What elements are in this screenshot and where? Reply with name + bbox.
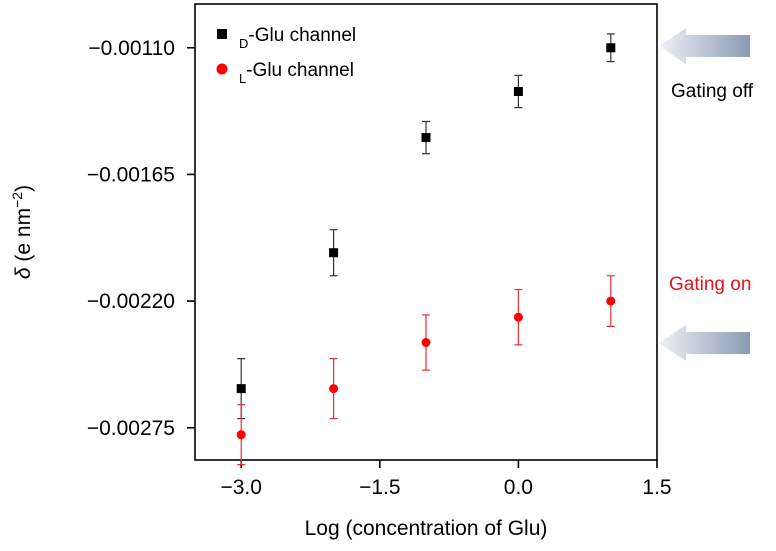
annotation-gating-on: Gating on: [659, 274, 751, 361]
data-point: [513, 312, 523, 322]
legend-label-l-glu: L-Glu channel: [239, 60, 354, 86]
x-tick-label: −1.5: [359, 476, 400, 499]
gating-off-arrow-icon: [659, 28, 750, 64]
data-point: [236, 384, 246, 394]
data-point: [329, 248, 339, 258]
data-point: [329, 384, 339, 394]
x-tick-label: 0.0: [504, 476, 533, 499]
data-point: [236, 430, 246, 440]
y-tick-label: −0.00110: [88, 37, 175, 60]
y-axis-exponent: −2: [9, 192, 25, 208]
x-tick-label: −3.0: [220, 476, 261, 499]
series-l-glu: [236, 275, 616, 466]
gating-off-label: Gating off: [671, 81, 754, 102]
y-tick-label: −0.00165: [87, 163, 175, 186]
y-axis-close: ): [12, 185, 35, 192]
gating-on-arrow-icon: [659, 325, 750, 361]
data-point: [421, 133, 431, 143]
x-axis-ticks: −3.0 −1.5 0.0 1.5: [220, 460, 672, 499]
legend-label-d-glu: D-Glu channel: [239, 25, 356, 51]
x-axis-title: Log (concentration of Glu): [305, 517, 548, 540]
legend-marker-d-glu: [217, 29, 227, 39]
x-tick-label: 1.5: [642, 476, 671, 499]
legend-marker-l-glu: [216, 63, 228, 75]
y-axis-unit: (e nm: [12, 208, 35, 268]
series-layer: [236, 33, 616, 466]
data-point: [606, 43, 616, 53]
data-point: [513, 87, 523, 97]
plot-frame: [194, 3, 658, 461]
gating-on-label: Gating on: [669, 274, 751, 295]
y-axis-title: δ (e nm−2): [9, 185, 35, 279]
y-tick-label: −0.00220: [87, 290, 175, 313]
y-axis-ticks: −0.00110 −0.00165 −0.00220 −0.00275: [87, 37, 195, 440]
y-tick-label: −0.00275: [87, 417, 175, 440]
y-axis-symbol: δ: [12, 267, 35, 279]
data-point: [606, 296, 616, 306]
data-point: [421, 338, 431, 348]
annotation-gating-off: Gating off: [659, 28, 754, 102]
legend: D-Glu channel L-Glu channel: [216, 25, 356, 86]
